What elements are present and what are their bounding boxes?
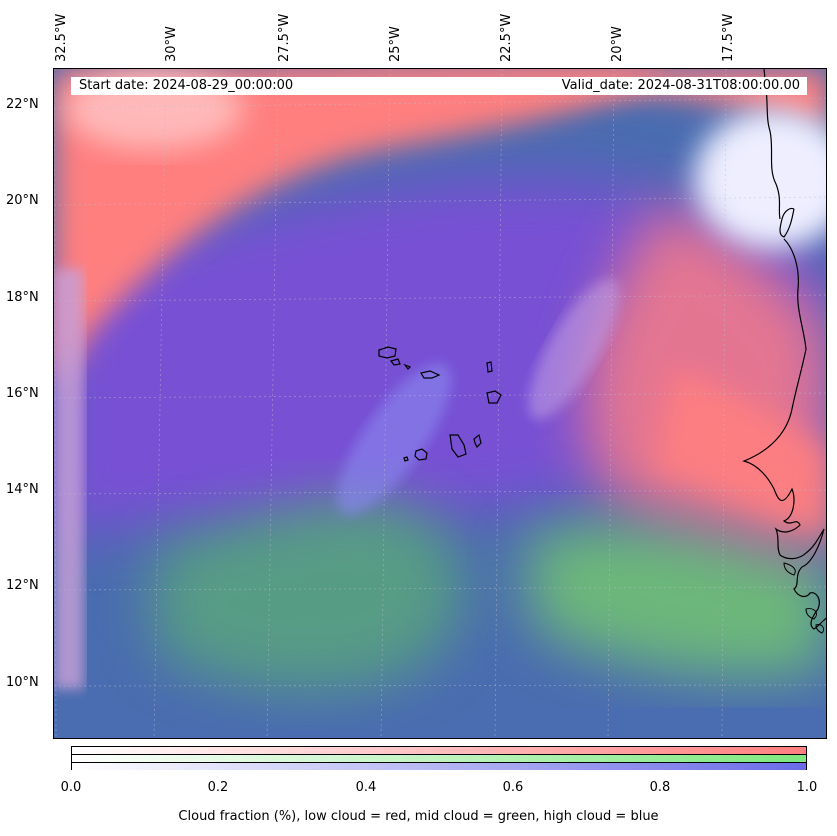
coastal-island [783, 562, 796, 576]
start-date-label: Start date: 2024-08-29_00:00:00 [79, 78, 294, 93]
low-cloud-coastal [654, 369, 826, 539]
cloud-streak [336, 363, 452, 515]
island-santiago [449, 434, 467, 458]
colorbar-tick-0-2: 0.2 [207, 780, 229, 795]
latitude-label-22n: 22°N [6, 97, 39, 112]
graticule [54, 69, 826, 738]
island-fogo [414, 448, 428, 461]
island-sal [486, 361, 493, 373]
bijagos-islands-south [815, 624, 825, 634]
african-coastline [742, 69, 826, 630]
mid-cloud-region-west [154, 498, 463, 691]
longitude-label-22-5w: 22.5°W [499, 13, 514, 62]
longitude-label-17-5w: 17.5°W [721, 13, 736, 62]
island-sao-nicolau [420, 370, 441, 379]
cloud-fraction-map[interactable] [53, 68, 827, 739]
longitude-label-30w: 30°W [164, 26, 179, 62]
colorbar-caption: Cloud fraction (%), low cloud = red, mid… [178, 809, 659, 824]
longitude-label-27-5w: 27.5°W [277, 13, 292, 62]
cape-verde-islands [378, 346, 502, 462]
latitude-label-10n: 10°N [6, 675, 39, 690]
longitude-label-32-5w: 32.5°W [54, 13, 69, 62]
latitude-label-16n: 16°N [6, 386, 39, 401]
latitude-label-14n: 14°N [6, 482, 39, 497]
latitude-label-12n: 12°N [6, 578, 39, 593]
colorbar-tick-0-8: 0.8 [649, 780, 671, 795]
date-info-bar: Start date: 2024-08-29_00:00:00 Valid_da… [71, 77, 807, 95]
colorbar-tick-0-6: 0.6 [502, 780, 524, 795]
colorbar-low-cloud-red [72, 747, 806, 754]
island-maio [473, 433, 482, 449]
island-brava [403, 456, 409, 462]
map-canvas [54, 69, 826, 738]
valid-date-label: Valid_date: 2024-08-31T08:00:00.00 [561, 78, 800, 93]
cloud-fraction-colorbar [71, 746, 807, 770]
longitude-label-20w: 20°W [610, 26, 625, 62]
latitude-label-20n: 20°N [6, 193, 39, 208]
island-santa-luzia [403, 363, 412, 370]
colorbar-high-cloud-blue [72, 762, 806, 770]
latitude-label-18n: 18°N [6, 290, 39, 305]
island-sao-vicente [389, 358, 401, 366]
cloud-streak [528, 278, 620, 420]
colorbar-mid-cloud-green [72, 754, 806, 762]
bijagos-islands [805, 608, 817, 620]
west-edge-strip [54, 269, 84, 689]
mid-cloud-region-east [524, 524, 826, 677]
colorbar-tick-0-4: 0.4 [355, 780, 377, 795]
colorbar-tick-0-0: 0.0 [60, 780, 82, 795]
island-boa-vista [486, 390, 502, 404]
longitude-label-25w: 25°W [388, 26, 403, 62]
colorbar-tick-1-0: 1.0 [796, 780, 818, 795]
island-santo-antao [378, 346, 397, 359]
low-cloud-north-band [54, 69, 674, 389]
